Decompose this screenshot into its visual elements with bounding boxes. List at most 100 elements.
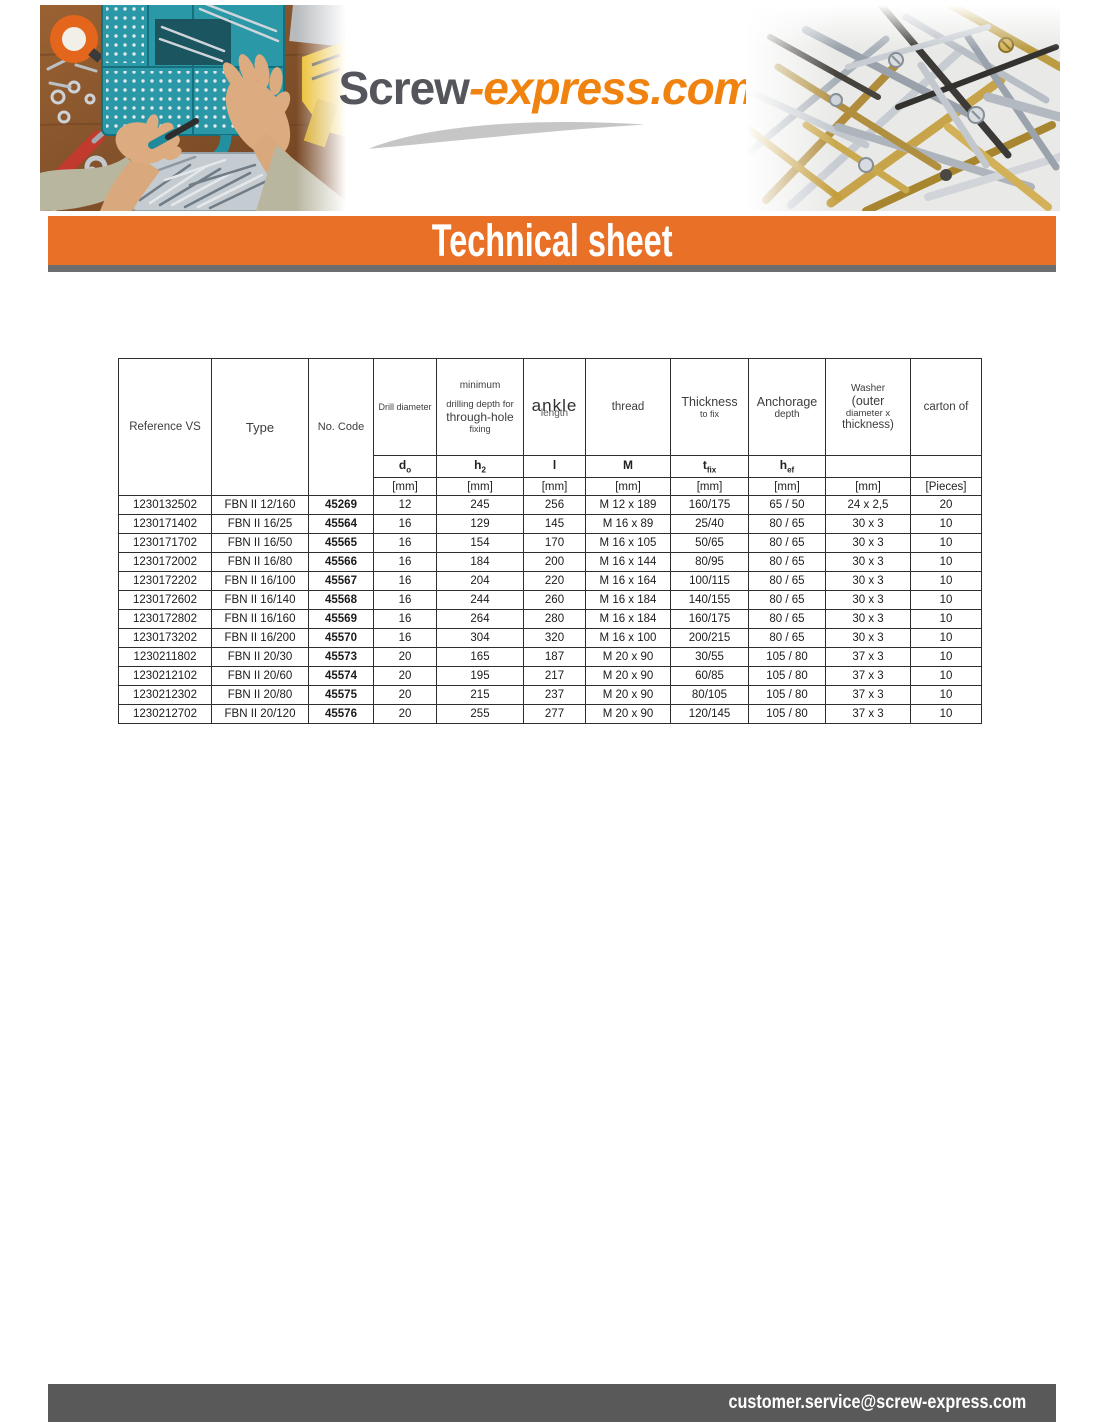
table-cell: 37 x 3 [825, 704, 911, 724]
table-cell: 45565 [308, 533, 374, 553]
workbench-photo [40, 5, 346, 211]
table-cell: 1230212702 [118, 704, 212, 724]
unit-cell: [Pieces] [910, 477, 982, 496]
contact-email: customer.service@screw-express.com [728, 1392, 1026, 1413]
table-cell: 100/115 [670, 571, 749, 591]
table-cell: 80 / 65 [748, 552, 826, 572]
table-row: 1230172002 FBN II 16/80 45566 16 184 200 M 16 … [118, 552, 982, 572]
table-cell: 145 [523, 514, 586, 534]
table-cell: M 16 x 184 [585, 590, 671, 610]
table-cell: 45564 [308, 514, 374, 534]
header-band: Screw-express.com [40, 5, 1060, 211]
table-cell: 45575 [308, 685, 374, 705]
table-cell: 45568 [308, 590, 374, 610]
table-cell: 16 [373, 514, 437, 534]
table-cell: 1230212302 [118, 685, 212, 705]
logo-zone: Screw-express.com [338, 5, 755, 211]
table-cell: 10 [910, 704, 982, 724]
col-header-min-drilling-depth: minimum drilling depth for through-hole … [436, 358, 524, 456]
table-cell: 10 [910, 533, 982, 553]
table-cell: FBN II 16/200 [211, 628, 309, 648]
table-cell: 160/175 [670, 609, 749, 629]
table-cell: 1230171402 [118, 514, 212, 534]
table-cell: 30 x 3 [825, 552, 911, 572]
table-cell: M 16 x 105 [585, 533, 671, 553]
title-banner: Technical sheet [48, 216, 1056, 265]
table-cell: M 16 x 89 [585, 514, 671, 534]
table-cell: 255 [436, 704, 524, 724]
col-header-type: Type [211, 358, 309, 496]
col-header-washer: Washer (outer diameter x thickness) [825, 358, 911, 456]
table-cell: 320 [523, 628, 586, 648]
col-header-ankle-length: ankle length [523, 358, 586, 456]
table-cell: 10 [910, 571, 982, 591]
table-cell: 195 [436, 666, 524, 686]
table-cell: 16 [373, 609, 437, 629]
table-row: 1230211802 FBN II 20/30 45573 20 165 187 M 20 … [118, 647, 982, 667]
table-cell: 30 x 3 [825, 609, 911, 629]
table-cell: 280 [523, 609, 586, 629]
table-cell: 80 / 65 [748, 514, 826, 534]
col-header-reference: Reference VS [118, 358, 212, 496]
table-cell: M 16 x 100 [585, 628, 671, 648]
table-cell: 20 [373, 647, 437, 667]
table-cell: 1230173202 [118, 628, 212, 648]
table-cell: 277 [523, 704, 586, 724]
table-cell: FBN II 20/60 [211, 666, 309, 686]
logo-text-screw: Screw [338, 62, 470, 114]
table-cell: 1230172002 [118, 552, 212, 572]
table-row: 1230172202 FBN II 16/100 45567 16 204 220 M 16… [118, 571, 982, 591]
table-cell: M 16 x 184 [585, 609, 671, 629]
table-cell: 16 [373, 533, 437, 553]
col-header-thickness-to-fix: Thickness to fix [670, 358, 749, 456]
symbol-tfix: tfix [670, 455, 749, 478]
table-cell: 30/55 [670, 647, 749, 667]
table-cell: 45269 [308, 495, 374, 515]
screws-pile-photo [746, 5, 1060, 211]
table-cell: 16 [373, 552, 437, 572]
table-cell: 200 [523, 552, 586, 572]
table-cell: 50/65 [670, 533, 749, 553]
table-cell: 256 [523, 495, 586, 515]
symbol-l: l [523, 455, 586, 478]
table-cell: M 20 x 90 [585, 647, 671, 667]
table-cell: 24 x 2,5 [825, 495, 911, 515]
table-cell: 1230172802 [118, 609, 212, 629]
table-body: 1230132502 FBN II 12/160 45269 12 245 256 M 12… [118, 495, 982, 724]
table-cell: 304 [436, 628, 524, 648]
table-cell: 80 / 65 [748, 609, 826, 629]
table-cell: 129 [436, 514, 524, 534]
table-cell: 20 [910, 495, 982, 515]
table-cell: FBN II 16/80 [211, 552, 309, 572]
table-cell: 45566 [308, 552, 374, 572]
table-cell: 80 / 65 [748, 590, 826, 610]
table-cell: 260 [523, 590, 586, 610]
table-cell: FBN II 16/100 [211, 571, 309, 591]
table-cell: M 16 x 164 [585, 571, 671, 591]
table-cell: 10 [910, 685, 982, 705]
table-row: 1230171402 FBN II 16/25 45564 16 129 145 M 16 … [118, 514, 982, 534]
table-cell: 105 / 80 [748, 666, 826, 686]
col-header-thread: thread [585, 358, 671, 456]
table-cell: 1230171702 [118, 533, 212, 553]
table-cell: 45570 [308, 628, 374, 648]
table-cell: 45573 [308, 647, 374, 667]
table-cell: 20 [373, 704, 437, 724]
table-cell: 10 [910, 666, 982, 686]
table-header-row: Reference VS Type No. Code Drill diamete… [118, 358, 982, 496]
table-cell: 65 / 50 [748, 495, 826, 515]
table-row: 1230173202 FBN II 16/200 45570 16 304 320 M 16… [118, 628, 982, 648]
table-cell: 204 [436, 571, 524, 591]
table-cell: M 12 x 189 [585, 495, 671, 515]
table-cell: FBN II 20/80 [211, 685, 309, 705]
table-cell: 37 x 3 [825, 666, 911, 686]
table-cell: M 20 x 90 [585, 666, 671, 686]
table-cell: FBN II 16/140 [211, 590, 309, 610]
col-header-carton: carton of [910, 358, 982, 456]
symbol-h2: h2 [436, 455, 524, 478]
table-cell: 45567 [308, 571, 374, 591]
table-cell: M 20 x 90 [585, 704, 671, 724]
table-cell: 215 [436, 685, 524, 705]
banner-divider [48, 265, 1056, 272]
